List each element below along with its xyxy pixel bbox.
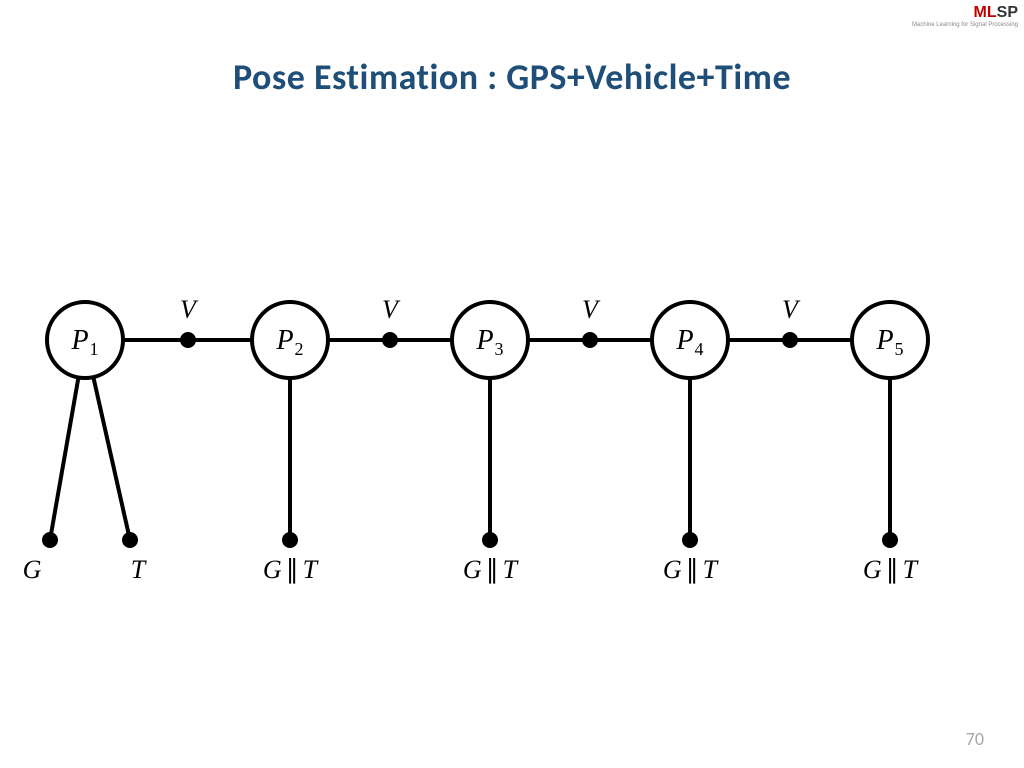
slide-title: Pose Estimation : GPS+Vehicle+Time xyxy=(0,55,1024,99)
page-number: 70 xyxy=(966,728,984,750)
logo-part1: ML xyxy=(974,4,997,21)
svg-text:V: V xyxy=(782,295,801,324)
svg-text:G∥T: G∥T xyxy=(663,555,719,584)
factor-graph: VVVVGTG∥TG∥TG∥TG∥TP1P2P3P4P5 xyxy=(10,280,1010,640)
svg-text:G∥T: G∥T xyxy=(263,555,319,584)
svg-text:V: V xyxy=(180,295,199,324)
logo-part2: SP xyxy=(997,4,1018,21)
svg-text:G∥T: G∥T xyxy=(863,555,919,584)
svg-text:G∥T: G∥T xyxy=(463,555,519,584)
logo: MLSP xyxy=(974,4,1018,22)
svg-text:G: G xyxy=(23,555,42,584)
logo-subtitle: Machine Learning for Signal Processing xyxy=(912,22,1018,28)
svg-text:V: V xyxy=(382,295,401,324)
svg-text:T: T xyxy=(131,555,147,584)
svg-text:V: V xyxy=(582,295,601,324)
